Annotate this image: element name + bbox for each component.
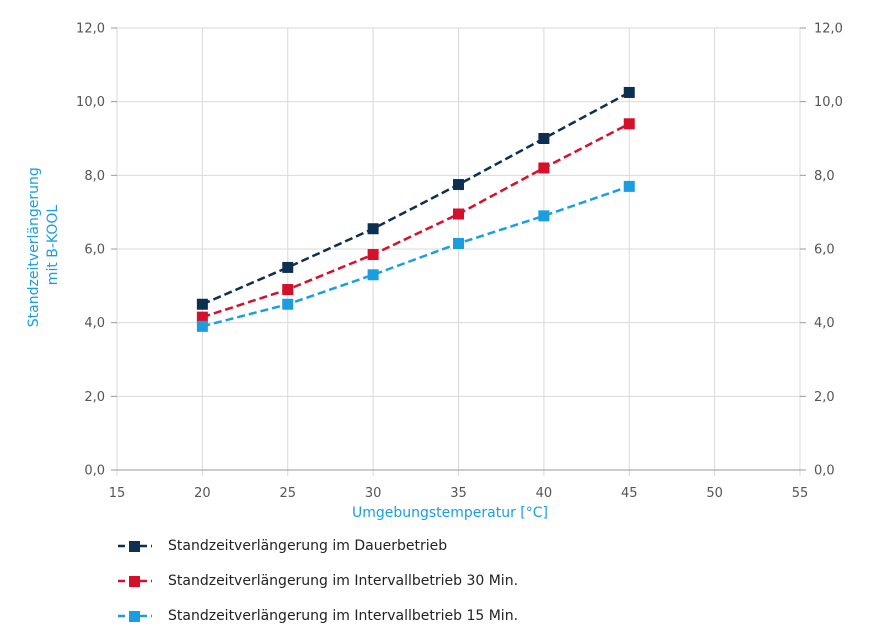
data-point bbox=[367, 269, 379, 281]
legend: Standzeitverlängerung im Dauerbetrieb St… bbox=[118, 528, 518, 633]
data-point bbox=[538, 133, 550, 144]
y-tick-label-left: 8,0 bbox=[84, 169, 105, 184]
legend-swatch bbox=[118, 538, 152, 554]
data-point bbox=[623, 180, 635, 192]
data-point bbox=[453, 237, 464, 249]
data-point bbox=[538, 162, 550, 174]
y-tick-label-right: 6,0 bbox=[814, 243, 835, 258]
series-1 bbox=[196, 86, 635, 310]
y-axis-title-line1: Standzeitverlängerung bbox=[26, 167, 42, 327]
y-axis-title: Standzeitverlängerung mit B-KOOL bbox=[26, 163, 61, 327]
y-tick-label-right: 2,0 bbox=[814, 390, 835, 405]
x-tick-label: 35 bbox=[450, 486, 467, 501]
legend-label: Standzeitverlängerung im Intervallbetrie… bbox=[168, 607, 519, 624]
y-tick-label-left: 6,0 bbox=[84, 243, 105, 258]
data-point bbox=[367, 223, 379, 235]
data-point bbox=[282, 261, 294, 273]
y-tick-label-left: 2,0 bbox=[84, 390, 105, 405]
data-point bbox=[367, 249, 379, 261]
y-tick-label-left: 0,0 bbox=[84, 464, 105, 479]
x-tick-label: 45 bbox=[621, 486, 638, 501]
x-tick-label: 25 bbox=[279, 486, 296, 501]
y-tick-label-right: 4,0 bbox=[814, 316, 835, 331]
data-point bbox=[196, 320, 208, 332]
y-axis-left: 0,0 2,0 4,0 6,0 8,0 10,0 12,0 bbox=[76, 22, 117, 479]
y-tick-label-left: 4,0 bbox=[84, 316, 105, 331]
data-point bbox=[453, 208, 464, 220]
data-point bbox=[538, 210, 550, 222]
legend-item-intervall-15: Standzeitverlängerung im Intervallbetrie… bbox=[118, 598, 518, 633]
y-tick-label-left: 12,0 bbox=[76, 22, 105, 37]
series-line bbox=[202, 185, 630, 328]
x-tick-label: 55 bbox=[792, 486, 809, 501]
legend-item-dauerbetrieb: Standzeitverlängerung im Dauerbetrieb bbox=[118, 528, 518, 563]
x-tick-label: 40 bbox=[536, 486, 553, 501]
x-tick-label: 30 bbox=[365, 486, 382, 501]
legend-swatch bbox=[118, 608, 152, 624]
data-point bbox=[623, 118, 635, 130]
legend-label: Standzeitverlängerung im Dauerbetrieb bbox=[168, 537, 448, 554]
y-tick-label-right: 12,0 bbox=[814, 22, 843, 37]
series-line bbox=[201, 122, 630, 319]
grid bbox=[116, 27, 801, 476]
data-point bbox=[196, 311, 208, 323]
series-3 bbox=[196, 180, 635, 332]
data-point bbox=[282, 284, 294, 296]
data-point bbox=[623, 86, 635, 98]
legend-label: Standzeitverlängerung im Intervallbetrie… bbox=[168, 572, 519, 589]
y-axis-right: 0,0 2,0 4,0 6,0 8,0 10,0 12,0 bbox=[800, 22, 843, 479]
series-line bbox=[201, 91, 630, 306]
x-axis: 15 20 25 30 35 40 45 50 55 bbox=[109, 486, 809, 501]
x-tick-label: 50 bbox=[706, 486, 723, 501]
data-point bbox=[282, 298, 294, 310]
data-point bbox=[196, 298, 208, 310]
x-tick-label: 20 bbox=[194, 486, 211, 501]
y-tick-label-right: 10,0 bbox=[814, 95, 843, 110]
legend-swatch bbox=[118, 573, 152, 589]
y-tick-label-left: 10,0 bbox=[76, 95, 105, 110]
x-axis-title: Umgebungstemperatur [°C] bbox=[352, 505, 548, 520]
series-layer bbox=[196, 86, 635, 332]
chart: 0,0 2,0 4,0 6,0 8,0 10,0 12,0 0,0 2,0 4,0 6,0 8,0 1… bbox=[26, 22, 843, 521]
legend-item-intervall-30: Standzeitverlängerung im Intervallbetrie… bbox=[118, 563, 518, 598]
y-tick-label-right: 0,0 bbox=[814, 464, 835, 479]
series-2 bbox=[196, 118, 635, 323]
y-axis-title-line2: mit B-KOOL bbox=[45, 205, 61, 286]
y-tick-label-right: 8,0 bbox=[814, 169, 835, 184]
x-tick-label: 15 bbox=[109, 486, 126, 501]
data-point bbox=[453, 179, 464, 191]
